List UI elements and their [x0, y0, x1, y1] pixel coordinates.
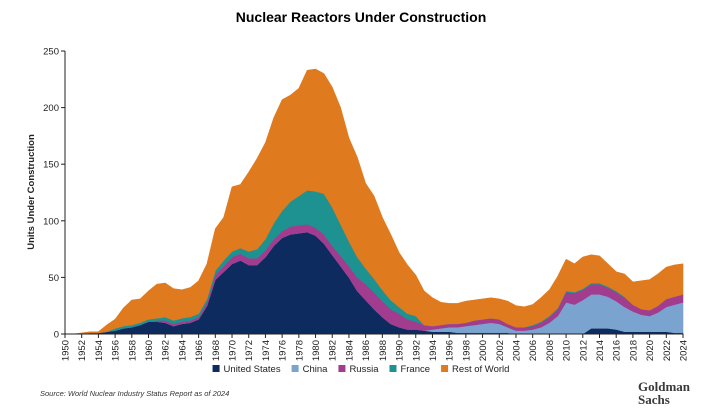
- legend-swatch: [212, 365, 220, 372]
- legend-swatch: [338, 365, 346, 372]
- legend-label: Russia: [349, 364, 379, 375]
- y-tick-label: 0: [54, 330, 59, 341]
- legend-item: Rest of World: [441, 364, 509, 375]
- legend-swatch: [291, 365, 299, 372]
- x-tick-label: 2024: [679, 340, 690, 361]
- x-tick-label: 2004: [511, 340, 522, 361]
- x-tick-label: 1958: [127, 340, 138, 361]
- y-tick-label: 100: [43, 216, 59, 227]
- x-tick-label: 2018: [628, 340, 639, 361]
- source-note: Source: World Nuclear Industry Status Re…: [40, 389, 229, 398]
- legend-swatch: [389, 365, 397, 372]
- x-tick-label: 1970: [228, 340, 239, 361]
- legend-label: United States: [224, 364, 281, 375]
- plot-areas: [65, 68, 684, 335]
- y-tick-label: 150: [43, 160, 59, 171]
- x-tick-label: 1996: [445, 340, 456, 361]
- y-tick-label: 250: [43, 47, 59, 58]
- area-series-4: [65, 68, 684, 335]
- legend-item: Russia: [338, 364, 379, 375]
- goldman-sachs-logo: Goldman Sachs: [638, 379, 691, 407]
- chart-title: Nuclear Reactors Under Construction: [236, 9, 487, 25]
- x-tick-label: 1962: [161, 340, 172, 361]
- x-tick-label: 1968: [211, 340, 222, 361]
- logo-line-2: Sachs: [638, 392, 670, 407]
- legend-label: France: [400, 364, 430, 375]
- legend-label: China: [303, 364, 329, 375]
- x-tick-label: 2006: [528, 340, 539, 361]
- x-tick-label: 1988: [378, 340, 389, 361]
- legend-item: China: [291, 364, 329, 375]
- x-tick-label: 2002: [495, 340, 506, 361]
- legend-swatch: [441, 365, 449, 372]
- y-tick-label: 50: [48, 273, 59, 284]
- x-tick-label: 1964: [177, 340, 188, 361]
- x-tick-label: 1956: [111, 340, 122, 361]
- x-tick-label: 2022: [662, 340, 673, 361]
- x-tick-label: 1966: [194, 340, 205, 361]
- x-tick-label: 1990: [395, 340, 406, 361]
- legend-item: France: [389, 364, 430, 375]
- x-tick-label: 2012: [578, 340, 589, 361]
- x-tick-label: 1994: [428, 340, 439, 361]
- x-tick-label: 1950: [61, 340, 72, 361]
- axes: 0 50 100 150 200 250 1950 1952 1954 1956 1958 1960 1…: [43, 47, 689, 362]
- x-tick-label: 1984: [344, 340, 355, 361]
- x-tick-label: 2000: [478, 340, 489, 361]
- x-tick-label: 2016: [612, 340, 623, 361]
- x-tick-label: 1978: [294, 340, 305, 361]
- x-tick-label: 1974: [261, 340, 272, 361]
- y-tick-label: 200: [43, 103, 59, 114]
- x-tick-label: 1998: [461, 340, 472, 361]
- x-tick-label: 1992: [411, 340, 422, 361]
- x-tick-label: 1972: [244, 340, 255, 361]
- x-tick-label: 1976: [278, 340, 289, 361]
- x-tick-label: 1980: [311, 340, 322, 361]
- x-tick-label: 2014: [595, 340, 606, 361]
- y-axis-label: Units Under Construction: [26, 134, 37, 250]
- legend-item: United States: [212, 364, 281, 375]
- x-tick-label: 1982: [328, 340, 339, 361]
- legend: United States China Russia France Rest of Wo…: [212, 364, 509, 375]
- x-tick-label: 1954: [94, 340, 105, 361]
- logo-line-1: Goldman: [638, 379, 691, 394]
- x-tick-label: 2020: [645, 340, 656, 361]
- x-tick-label: 1952: [77, 340, 88, 361]
- legend-label: Rest of World: [452, 364, 509, 375]
- x-tick-label: 2010: [562, 340, 573, 361]
- x-tick-label: 2008: [545, 340, 556, 361]
- x-tick-label: 1986: [361, 340, 372, 361]
- x-tick-label: 1960: [144, 340, 155, 361]
